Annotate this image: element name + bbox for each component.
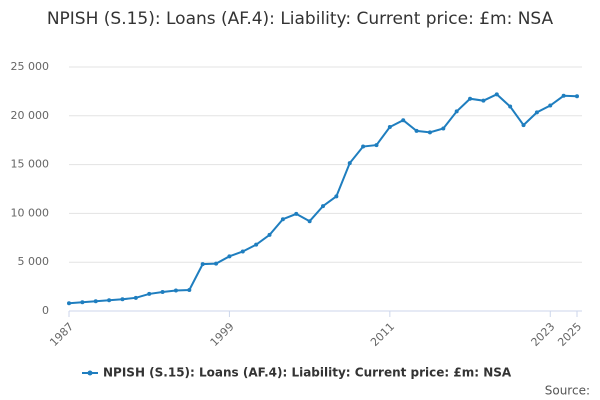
point: [361, 144, 366, 149]
point: [160, 289, 165, 294]
point: [508, 104, 513, 109]
point: [454, 109, 459, 114]
point: [387, 125, 392, 130]
y-tick-label: 5 000: [18, 255, 50, 268]
point: [67, 301, 71, 306]
point: [414, 128, 419, 133]
point: [427, 130, 432, 135]
x-tick-label: 2011: [368, 320, 397, 349]
point: [267, 232, 272, 237]
point: [227, 254, 232, 259]
point: [494, 92, 499, 97]
point: [80, 300, 85, 305]
point: [347, 161, 352, 166]
point: [534, 110, 539, 115]
point: [307, 219, 312, 224]
point: [575, 94, 579, 99]
point: [200, 262, 205, 267]
point: [441, 126, 446, 131]
x-tick-label: 1999: [208, 320, 237, 349]
point: [93, 299, 98, 304]
point: [334, 194, 339, 199]
chart-title: NPISH (S.15): Loans (AF.4): Liability: C…: [46, 9, 554, 29]
legend-label: NPISH (S.15): Loans (AF.4): Liability: C…: [103, 366, 512, 380]
y-tick-label: 0: [42, 304, 49, 317]
source: Source:: [545, 384, 590, 398]
series-line: [68, 93, 578, 305]
point: [468, 96, 473, 101]
x-tick-label: 2023: [529, 320, 558, 349]
point: [147, 291, 152, 296]
point: [214, 261, 219, 266]
point: [481, 98, 486, 103]
x-tick-label: 2025: [555, 320, 584, 349]
point: [254, 242, 259, 247]
x-tick-label: 1987: [47, 320, 76, 349]
point: [401, 118, 406, 123]
y-tick-label: 15 000: [11, 158, 50, 171]
point: [173, 288, 178, 293]
y-tick-label: 20 000: [11, 109, 50, 122]
point: [321, 204, 325, 209]
point: [374, 143, 379, 148]
point: [521, 123, 526, 128]
legend-marker: [87, 370, 93, 376]
point: [120, 297, 125, 302]
y-tick-label: 25 000: [11, 60, 50, 73]
point: [294, 211, 299, 216]
y-tick-label: 10 000: [11, 206, 50, 219]
point: [280, 217, 285, 222]
point: [107, 298, 112, 303]
point: [133, 295, 138, 300]
point: [240, 249, 245, 254]
point: [561, 93, 566, 98]
point: [187, 288, 192, 293]
point: [548, 103, 553, 108]
